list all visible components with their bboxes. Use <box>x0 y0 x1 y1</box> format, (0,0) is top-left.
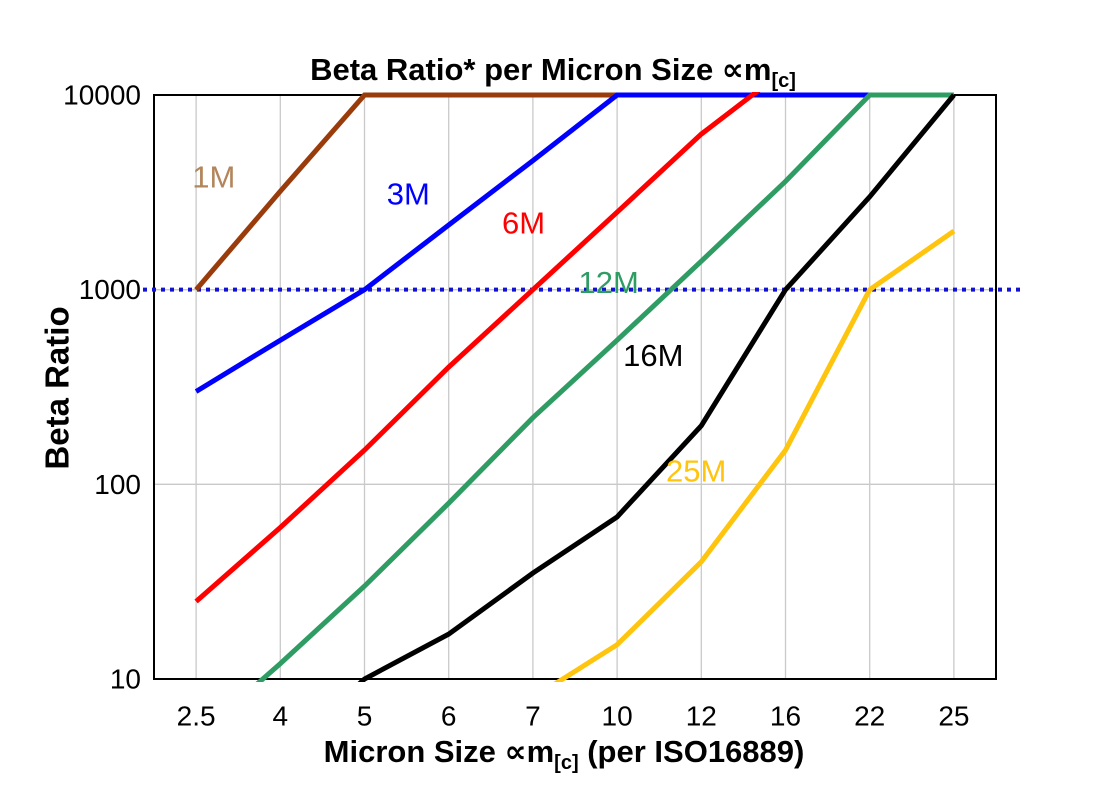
series-line-25m <box>553 229 956 682</box>
series-label-16m: 16M <box>623 338 683 373</box>
series-line-1m <box>194 92 618 292</box>
x-tick-5: 5 <box>357 701 373 732</box>
x-tick-6: 6 <box>441 701 457 732</box>
y-tick-1000: 1000 <box>79 274 141 305</box>
y-tick-10000: 10000 <box>63 80 141 111</box>
series-line-6m <box>194 92 761 604</box>
x-tick-2.5: 2.5 <box>177 701 216 732</box>
series-label-1m: 1M <box>192 159 235 194</box>
y-tick-10: 10 <box>110 664 141 695</box>
y-tick-100: 100 <box>94 469 141 500</box>
x-tick-22: 22 <box>854 701 885 732</box>
x-axis-title: Micron Size ∝m[c] (per ISO16889) <box>324 734 805 774</box>
y-axis-title: Beta Ratio <box>39 306 76 469</box>
x-tick-4: 4 <box>273 701 289 732</box>
series-label-3m: 3M <box>387 177 430 212</box>
series-line-3m <box>194 92 870 394</box>
series-group <box>194 92 956 682</box>
x-tick-16: 16 <box>770 701 801 732</box>
x-tick-25: 25 <box>938 701 969 732</box>
x-tick-10: 10 <box>602 701 633 732</box>
series-label-6m: 6M <box>502 206 545 241</box>
series-line-16m <box>357 93 956 682</box>
series-label-25m: 25M <box>666 454 726 489</box>
x-tick-7: 7 <box>525 701 541 732</box>
series-label-12m: 12M <box>579 265 639 300</box>
x-tick-12: 12 <box>686 701 717 732</box>
series-line-12m <box>255 92 954 682</box>
chart-title: Beta Ratio* per Micron Size ∝m[c] <box>310 52 796 92</box>
